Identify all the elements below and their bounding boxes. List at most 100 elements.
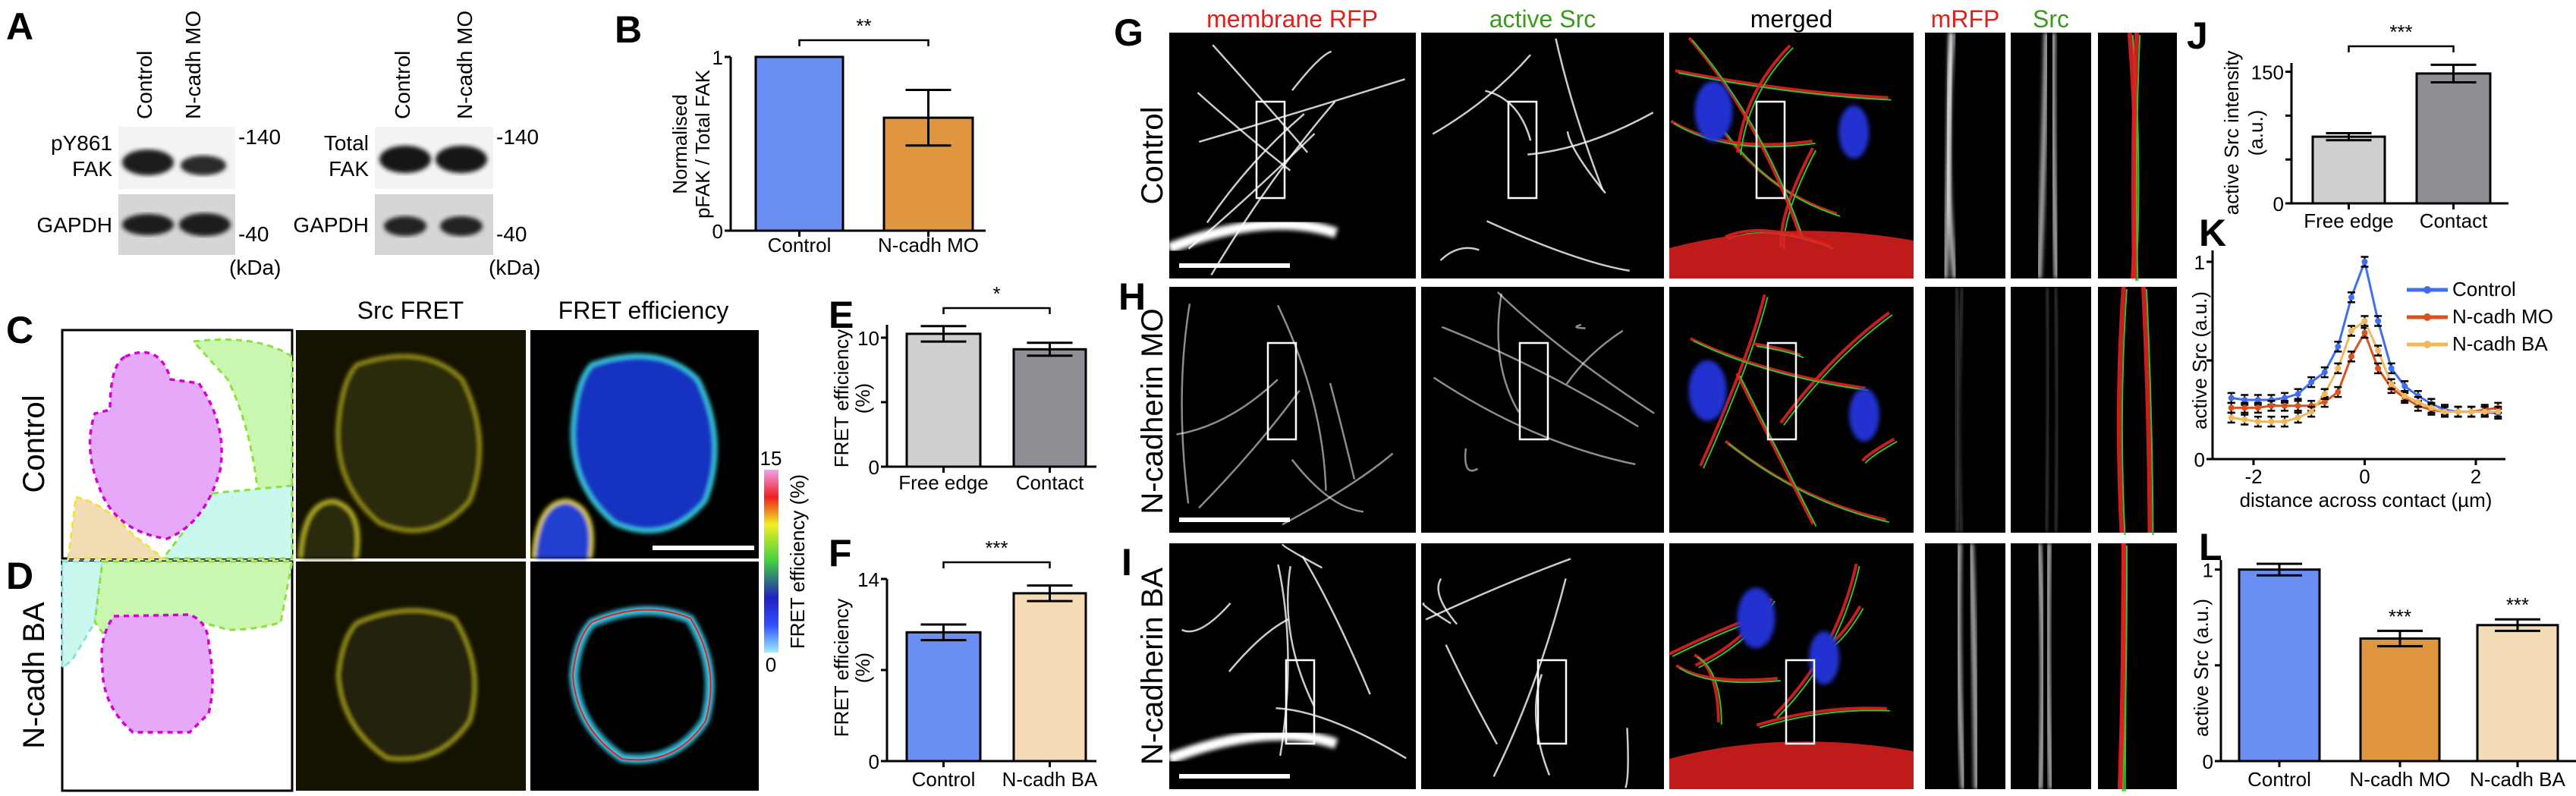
data-point (2348, 294, 2354, 300)
panel-label-e: E (829, 294, 854, 336)
region-of-interest-box (1785, 659, 1816, 745)
membrane-signal (1276, 304, 1327, 491)
data-point (2335, 389, 2342, 395)
membrane-signal (1625, 728, 1629, 788)
src-signal (2122, 545, 2128, 792)
data-point (2321, 391, 2328, 398)
panel-label-k: K (2199, 212, 2226, 254)
segmentation-mask-ncadh-ba (61, 560, 294, 792)
y-tick-label: 1 (712, 46, 723, 69)
src-signal (2145, 288, 2154, 536)
membrane-signal (1281, 543, 1323, 569)
data-point (2455, 408, 2461, 415)
y-axis-label: pFAK / Total FAK (691, 69, 714, 219)
micrograph-crop-merged (2098, 543, 2177, 792)
membrane-signal (1699, 294, 1766, 467)
blot-band (379, 146, 431, 173)
bar-free-edge (2311, 135, 2386, 205)
x-tick-label: -2 (2244, 465, 2262, 488)
bar-control (754, 55, 845, 232)
segmentation-mask-control (61, 329, 294, 560)
data-point (2361, 329, 2368, 336)
lane-label-control: Control (133, 51, 156, 119)
image-background (2098, 543, 2177, 789)
image-background (2098, 287, 2177, 533)
membrane-signal (1485, 90, 1532, 141)
data-point (2361, 318, 2368, 324)
colorbar-label: FRET efficiency (%) (786, 474, 809, 649)
data-point (2241, 404, 2248, 411)
micrograph-membrane-rfp (1167, 33, 1416, 278)
src-image-panel: membrane RFP active Src merged mRFP Src … (1136, 5, 2177, 792)
src-signal (1697, 656, 1722, 725)
bar-n-cadh-mo (2359, 637, 2441, 763)
panel-label-g: G (1114, 11, 1143, 54)
micrograph-membrane-rfp (1169, 287, 1416, 533)
significance-bracket (942, 561, 1051, 568)
bar-control (905, 631, 982, 763)
panel-label-l: L (2199, 526, 2222, 568)
micrograph-crop-mrfp (1925, 286, 2005, 533)
src-signal (1703, 297, 1769, 469)
region-of-interest-box (1766, 341, 1798, 441)
blot-band (436, 146, 487, 173)
fret-efficiency-image-ncadh-ba (530, 562, 759, 791)
y-tick-label: 1 (2194, 251, 2205, 274)
column-header-src: Src (2033, 5, 2069, 33)
unit-label: (kDa) (229, 256, 281, 279)
y-axis-label: Normalised (668, 94, 691, 194)
image-background (2011, 287, 2091, 533)
x-tick-label: N-cadh MO (2350, 768, 2451, 791)
y-tick-label: 150 (2251, 61, 2284, 84)
y-axis-label: FRET efficiency (830, 329, 853, 468)
membrane-signal (1181, 303, 1191, 504)
column-header-mrfp: mRFP (1931, 5, 2000, 33)
legend-label: N-cadh BA (2452, 332, 2548, 355)
membrane-signal (1669, 231, 1914, 278)
membrane-signal (1492, 578, 1567, 777)
data-point (2294, 391, 2301, 398)
scale-bar (1179, 518, 1290, 522)
micrograph-active-src (1421, 287, 1664, 533)
micrograph-crop-src (2011, 286, 2091, 533)
y-tick-label: 10 (857, 327, 879, 350)
membrane-signal (2116, 286, 2126, 533)
data-point (2282, 402, 2288, 409)
data-point (2282, 395, 2288, 401)
data-point (2308, 408, 2315, 415)
scale-bar (1179, 774, 1290, 779)
colorbar-max-label: 15 (760, 447, 782, 470)
data-point (2375, 365, 2382, 372)
membrane-signal (1753, 342, 1801, 357)
bar-n-cadh-ba (2476, 624, 2559, 763)
y-tick-label: 0 (2194, 448, 2205, 471)
image-background (1925, 287, 2005, 533)
blot-band (122, 149, 174, 175)
membrane-signal (1275, 707, 1407, 760)
significance-marker: ** (856, 14, 871, 37)
blot-row-label: Total (324, 131, 369, 155)
data-point (2348, 353, 2354, 360)
blot-band (181, 156, 226, 175)
x-tick-label: 0 (2359, 465, 2370, 488)
membrane-signal (2045, 543, 2054, 790)
data-point (2282, 418, 2288, 425)
data-point (2414, 398, 2421, 405)
membrane-signal (2117, 543, 2127, 790)
nucleus (1694, 80, 1733, 142)
significance-marker: *** (2389, 605, 2411, 628)
row-label-ncadherin-ba: N-cadherin BA (1136, 568, 1169, 765)
micrograph-active-src (1421, 33, 1664, 278)
image-background (1169, 287, 1416, 533)
membrane-signal (2131, 32, 2140, 279)
src-signal (1759, 709, 1890, 728)
y-axis-label: active Src (a.u.) (2188, 291, 2211, 429)
x-tick-label: Free edge (898, 471, 989, 494)
panel-label-d: D (6, 555, 33, 597)
data-point (2228, 414, 2235, 421)
y-tick-label: 14 (857, 568, 879, 591)
blot-band (179, 213, 231, 236)
membrane-signal (2037, 543, 2046, 790)
